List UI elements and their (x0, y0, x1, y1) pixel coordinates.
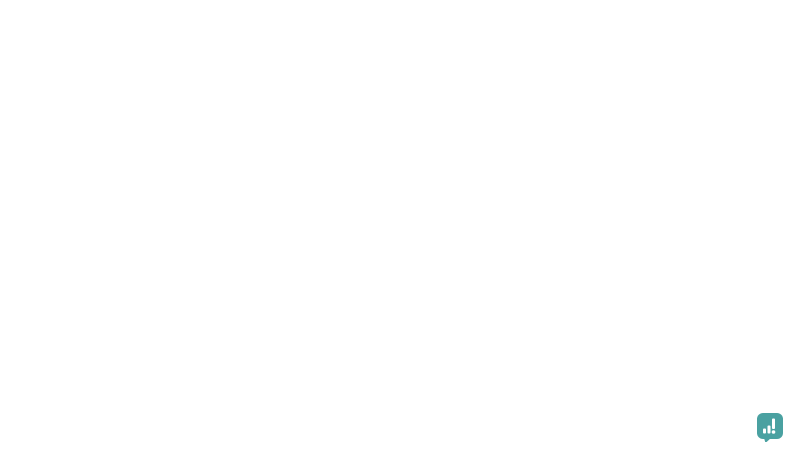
newsworthy-logo[interactable] (756, 412, 791, 442)
bar-chart-speech-bubble-icon (757, 413, 783, 442)
